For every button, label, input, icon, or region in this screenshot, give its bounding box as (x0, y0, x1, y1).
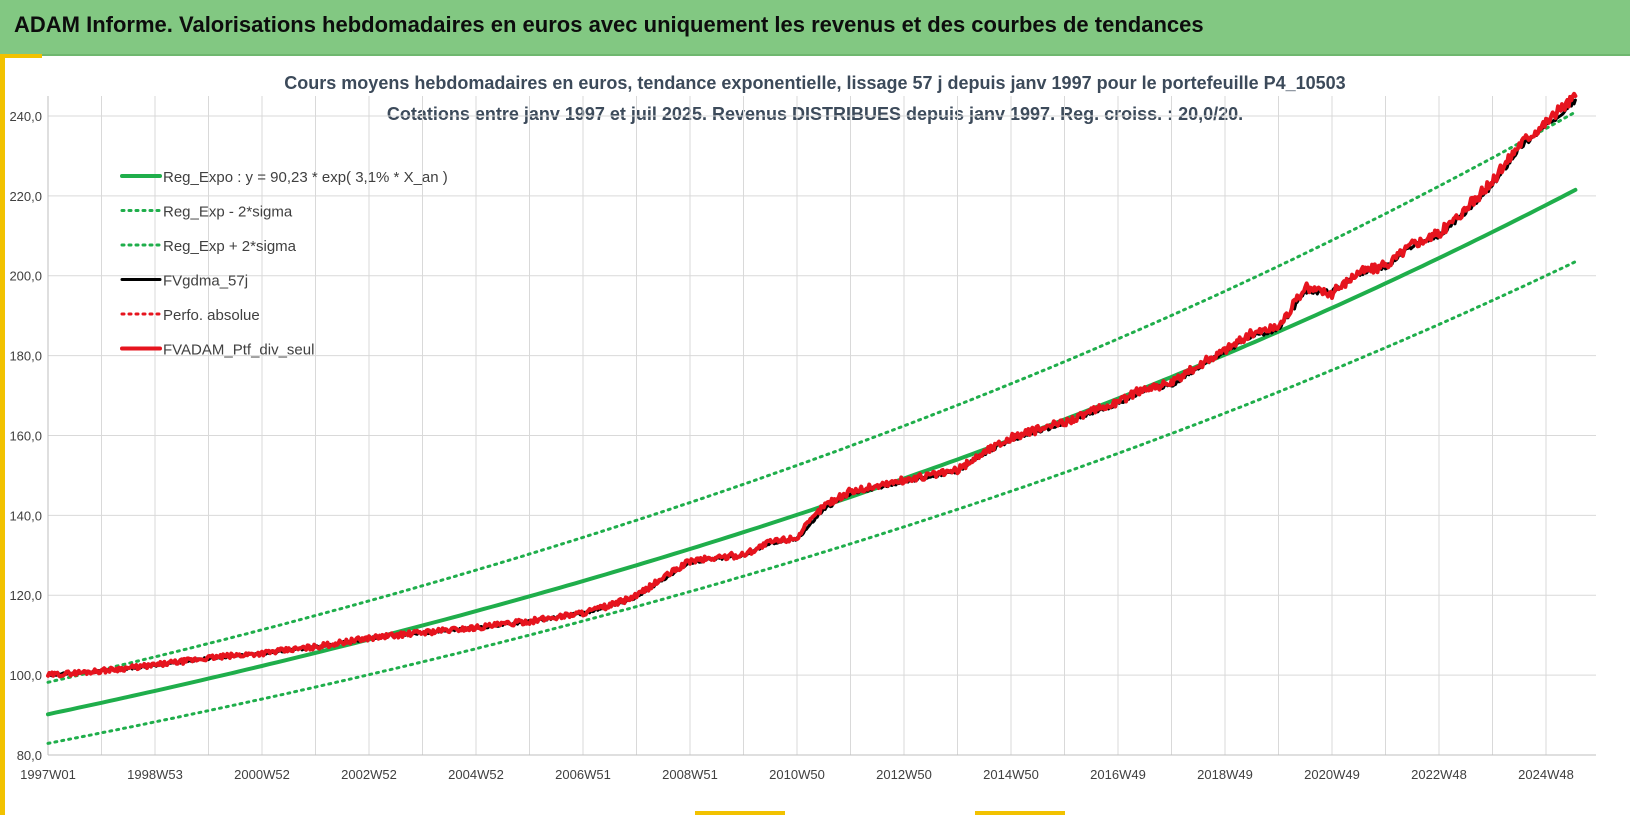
x-tick-label: 1997W01 (20, 767, 76, 782)
legend-label: FVgdma_57j (163, 273, 248, 290)
legend-label: Reg_Exp + 2*sigma (163, 238, 297, 255)
chart-series (46, 91, 1578, 745)
y-tick-label: 180,0 (9, 349, 42, 364)
x-tick-label: 2022W48 (1411, 767, 1467, 782)
chart-legend: Reg_Expo : y = 90,23 * exp( 3,1% * X_an … (120, 169, 448, 359)
legend-label: Perfo. absolue (163, 307, 260, 324)
x-tick-label: 2020W49 (1304, 767, 1360, 782)
y-tick-label: 140,0 (9, 508, 42, 523)
accent-bar-bottom-2 (975, 811, 1065, 815)
x-tick-label: 2014W50 (983, 767, 1039, 782)
y-tick-label: 240,0 (9, 109, 42, 124)
accent-bar-left (0, 54, 5, 815)
chart-axes: 80,0 100,0 120,0 140,0 160,0 180,0 200,0 220,0 2… (9, 96, 1596, 782)
x-tick-label: 2000W52 (234, 767, 290, 782)
y-tick-label: 200,0 (9, 269, 42, 284)
x-tick-label: 2010W50 (769, 767, 825, 782)
x-tick-label: 2002W52 (341, 767, 397, 782)
legend-label: Reg_Exp - 2*sigma (163, 204, 293, 221)
series-line-1 (46, 187, 1578, 717)
y-tick-label: 160,0 (9, 428, 42, 443)
series-line-6 (46, 91, 1578, 679)
x-tick-label: 2024W48 (1518, 767, 1574, 782)
accent-bar-bottom-1 (695, 811, 785, 815)
chart-grid (47, 96, 1596, 756)
accent-bar-top (0, 54, 42, 58)
header-banner: ADAM Informe. Valorisations hebdomadaire… (0, 0, 1630, 56)
y-tick-label: 120,0 (9, 588, 42, 603)
x-tick-label: 2012W50 (876, 767, 932, 782)
series-line-2 (46, 260, 1577, 745)
x-tick-label: 2004W52 (448, 767, 504, 782)
x-tick-label: 2018W49 (1197, 767, 1253, 782)
series-line-3 (46, 110, 1577, 684)
y-tick-label: 220,0 (9, 189, 42, 204)
legend-label: Reg_Expo : y = 90,23 * exp( 3,1% * X_an … (163, 169, 448, 186)
x-tick-label: 2006W51 (555, 767, 611, 782)
chart-subtitle: Cotations entre janv 1997 et juil 2025. … (386, 104, 1244, 124)
series-line-4 (46, 98, 1577, 678)
legend-label: FVADAM_Ptf_div_seul (163, 342, 314, 359)
banner-title: ADAM Informe. Valorisations hebdomadaire… (14, 12, 1204, 37)
y-tick-label: 100,0 (9, 668, 42, 683)
y-tick-label: 80,0 (17, 748, 42, 763)
x-tick-label: 1998W53 (127, 767, 183, 782)
chart-title: Cours moyens hebdomadaires en euros, ten… (284, 73, 1346, 93)
x-tick-label: 2008W51 (662, 767, 718, 782)
x-tick-label: 2016W49 (1090, 767, 1146, 782)
